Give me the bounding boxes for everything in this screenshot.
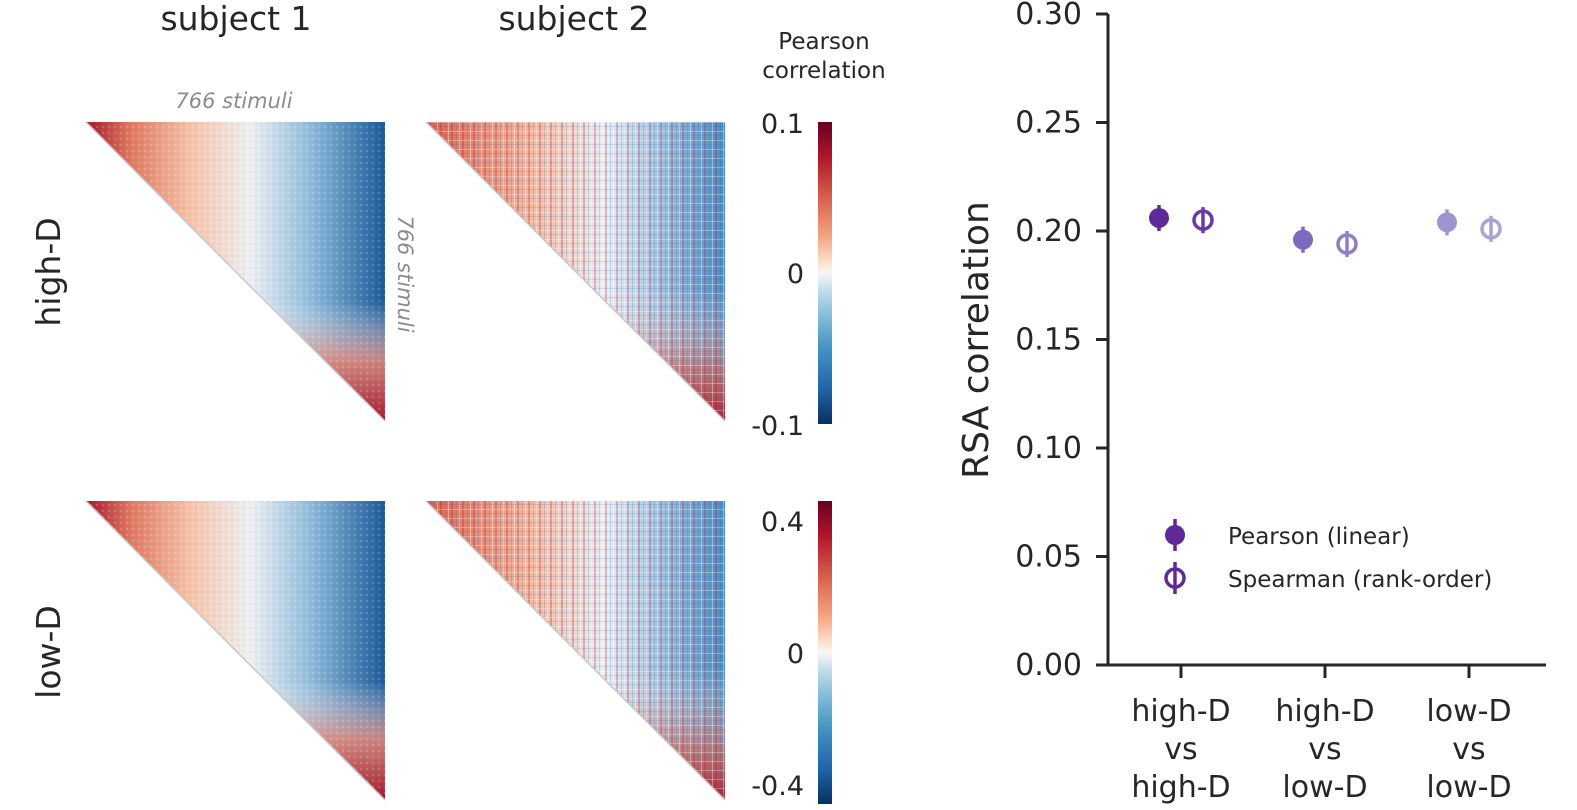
x-tick-label: vs	[1452, 732, 1485, 767]
column-title-subject-1: subject 1	[160, 0, 311, 38]
legend: Pearson (linear) Spearman (rank-order)	[1164, 519, 1492, 594]
x-tick-label: high-D	[1131, 770, 1230, 805]
y-tick-label: 0.25	[1015, 106, 1082, 141]
x-tick-label: low-D	[1282, 770, 1367, 805]
y-tick-label: 0.05	[1015, 540, 1082, 575]
x-tick-label: high-D	[1275, 694, 1374, 729]
colorbar-bottom-tick-min: -0.4	[751, 771, 804, 802]
colorbar-top-tick-min: -0.1	[751, 411, 804, 442]
rsa-matrix-low-d-subject-2	[425, 500, 726, 801]
data-point-spearman	[1480, 215, 1502, 242]
colorbar-top-tick-max: 0.1	[761, 109, 804, 140]
legend-label-pearson: Pearson (linear)	[1228, 524, 1410, 550]
stimuli-label-top: 766 stimuli	[175, 89, 292, 113]
data-point-pearson	[1437, 209, 1457, 236]
x-tick-label: low-D	[1426, 770, 1511, 805]
y-axis-label: RSA correlation	[956, 201, 997, 479]
data-point-pearson	[1149, 204, 1169, 231]
x-tick-label: high-D	[1131, 694, 1230, 729]
column-title-subject-2: subject 2	[498, 0, 649, 38]
rsa-chart: RSA correlation 0.00 0.05 0.10 0.15 0.20 0.25…	[956, 0, 1546, 805]
row-label-high-d: high-D	[29, 217, 68, 326]
colorbar-top-tick-zero: 0	[787, 259, 804, 290]
x-tick-label: vs	[1308, 732, 1341, 767]
colorbar-top	[818, 122, 832, 424]
legend-label-spearman: Spearman (rank-order)	[1228, 567, 1492, 593]
y-ticks: 0.00 0.05 0.10 0.15 0.20 0.25 0.30	[1015, 0, 1108, 683]
y-tick-label: 0.30	[1015, 0, 1082, 32]
legend-marker-spearman	[1164, 562, 1186, 594]
y-tick-label: 0.10	[1015, 431, 1082, 466]
y-tick-label: 0.00	[1015, 648, 1082, 683]
rsa-matrix-high-d-subject-2	[425, 121, 726, 422]
data-point-spearman	[1192, 207, 1214, 234]
data-points	[1149, 204, 1502, 258]
colorbar-title-line-2: correlation	[762, 58, 885, 84]
colorbar-bottom-tick-zero: 0	[787, 639, 804, 670]
legend-marker-pearson	[1165, 519, 1185, 551]
stimuli-label-side: 766 stimuli	[393, 215, 417, 332]
rsa-matrix-high-d-subject-1	[85, 121, 386, 422]
row-label-low-d: low-D	[29, 605, 68, 699]
x-tick-label: vs	[1164, 732, 1197, 767]
colorbar-bottom	[818, 501, 832, 804]
x-tick-label: low-D	[1426, 694, 1511, 729]
data-point-spearman	[1336, 231, 1358, 258]
data-point-pearson	[1293, 226, 1313, 253]
colorbar-bottom-tick-max: 0.4	[761, 507, 804, 538]
rsa-matrix-low-d-subject-1	[85, 500, 386, 801]
y-tick-label: 0.20	[1015, 214, 1082, 249]
y-tick-label: 0.15	[1015, 323, 1082, 358]
colorbar-title-line-1: Pearson	[778, 29, 869, 55]
